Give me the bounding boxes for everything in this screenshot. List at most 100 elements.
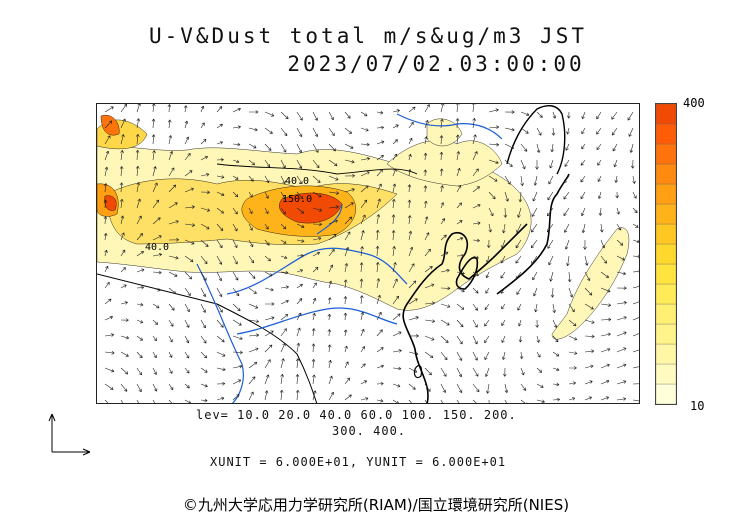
wind-arrow	[566, 127, 570, 135]
wind-arrow	[600, 363, 610, 369]
wind-arrow	[548, 175, 554, 185]
wind-arrow	[296, 327, 301, 337]
wind-arrow	[167, 104, 172, 113]
wind-arrow	[184, 399, 192, 403]
wind-arrow	[216, 287, 223, 298]
wind-arrow	[104, 351, 115, 355]
wind-arrow	[546, 223, 554, 233]
wind-arrow	[248, 207, 253, 215]
wind-arrow	[472, 383, 480, 393]
wind-arrow	[168, 220, 179, 225]
wind-arrow	[360, 380, 368, 385]
wind-arrow	[536, 335, 540, 343]
wind-arrow	[581, 143, 586, 150]
wind-arrow	[120, 134, 125, 145]
wind-arrow	[440, 351, 448, 361]
wind-arrow	[376, 398, 384, 403]
wind-arrow	[136, 182, 141, 193]
wind-arrow	[563, 207, 570, 217]
wind-arrow	[392, 168, 397, 177]
wind-vectors	[103, 104, 639, 403]
wind-arrow	[392, 153, 398, 161]
legend-band	[655, 243, 677, 265]
wind-arrow	[535, 319, 539, 328]
wind-arrow	[248, 333, 260, 338]
wind-arrow	[518, 319, 522, 327]
wind-arrow	[103, 233, 108, 241]
wind-arrow	[472, 271, 479, 277]
legend-band	[655, 363, 677, 385]
coastline-korea	[455, 257, 479, 290]
wind-arrow	[343, 329, 348, 337]
wind-arrow	[408, 351, 419, 356]
wind-arrow	[392, 198, 396, 209]
contour-label: 40.0	[285, 176, 309, 187]
wind-arrow	[440, 268, 450, 273]
wind-arrow	[104, 399, 109, 403]
wind-arrow	[580, 175, 586, 183]
wind-arrow	[184, 120, 189, 129]
wind-arrow	[456, 383, 463, 394]
wind-arrow	[423, 152, 428, 161]
wind-arrow	[136, 215, 142, 225]
wind-arrow	[408, 383, 416, 390]
timestamp: 2023/07/02.03:00:00	[287, 52, 585, 76]
wind-arrow	[104, 166, 109, 177]
wind-arrow	[264, 127, 273, 134]
wind-arrow	[152, 367, 157, 375]
wind-arrow	[295, 358, 300, 369]
wind-arrow	[344, 174, 355, 178]
wind-arrow	[152, 303, 160, 309]
wind-arrow	[424, 301, 436, 305]
wind-arrow	[136, 233, 143, 241]
wind-arrow	[280, 328, 287, 337]
dust-map: 40.0 150.0 40.0	[96, 103, 640, 404]
wind-arrow	[232, 287, 240, 297]
wind-arrow	[598, 207, 603, 216]
wind-arrow	[504, 110, 515, 114]
wind-arrow	[295, 389, 300, 401]
wind-arrow	[248, 391, 254, 401]
wind-arrow	[486, 255, 490, 264]
wind-arrow	[488, 142, 500, 147]
wind-arrow	[424, 248, 431, 257]
wind-arrow	[408, 246, 414, 257]
wind-arrow	[376, 329, 383, 337]
legend-band	[655, 283, 677, 305]
wind-arrow	[600, 317, 612, 322]
wind-arrow	[616, 347, 627, 353]
wind-arrow	[616, 207, 620, 215]
wind-arrow	[183, 105, 188, 113]
wind-arrow	[312, 159, 320, 169]
wind-arrow	[200, 303, 206, 313]
wind-arrow	[549, 159, 554, 169]
wind-arrow	[424, 283, 435, 289]
wind-arrow	[485, 271, 490, 279]
wind-arrow	[136, 367, 143, 376]
wind-arrow	[296, 283, 303, 289]
wind-arrow	[152, 235, 162, 241]
wind-arrow	[136, 268, 145, 273]
wind-arrow	[632, 269, 639, 274]
wind-arrow	[503, 367, 507, 377]
wind-arrow	[376, 381, 384, 386]
wind-arrow	[392, 383, 401, 388]
wind-arrow	[535, 159, 539, 170]
wind-arrow	[376, 169, 383, 177]
wind-arrow	[440, 286, 451, 291]
wind-arrow	[120, 399, 124, 403]
wind-arrow	[119, 166, 124, 177]
wind-arrow	[549, 271, 554, 282]
wind-arrow	[456, 303, 465, 310]
wind-arrow	[184, 319, 190, 328]
wind-arrow	[408, 121, 414, 129]
wind-arrow	[616, 255, 625, 261]
legend-band	[655, 223, 677, 245]
wind-arrow	[439, 135, 444, 145]
wind-arrow	[532, 271, 538, 281]
wind-arrow	[407, 184, 412, 193]
wind-arrow	[216, 396, 225, 401]
wind-arrow	[600, 239, 606, 249]
legend-band	[655, 203, 677, 225]
wind-arrow	[375, 229, 380, 241]
